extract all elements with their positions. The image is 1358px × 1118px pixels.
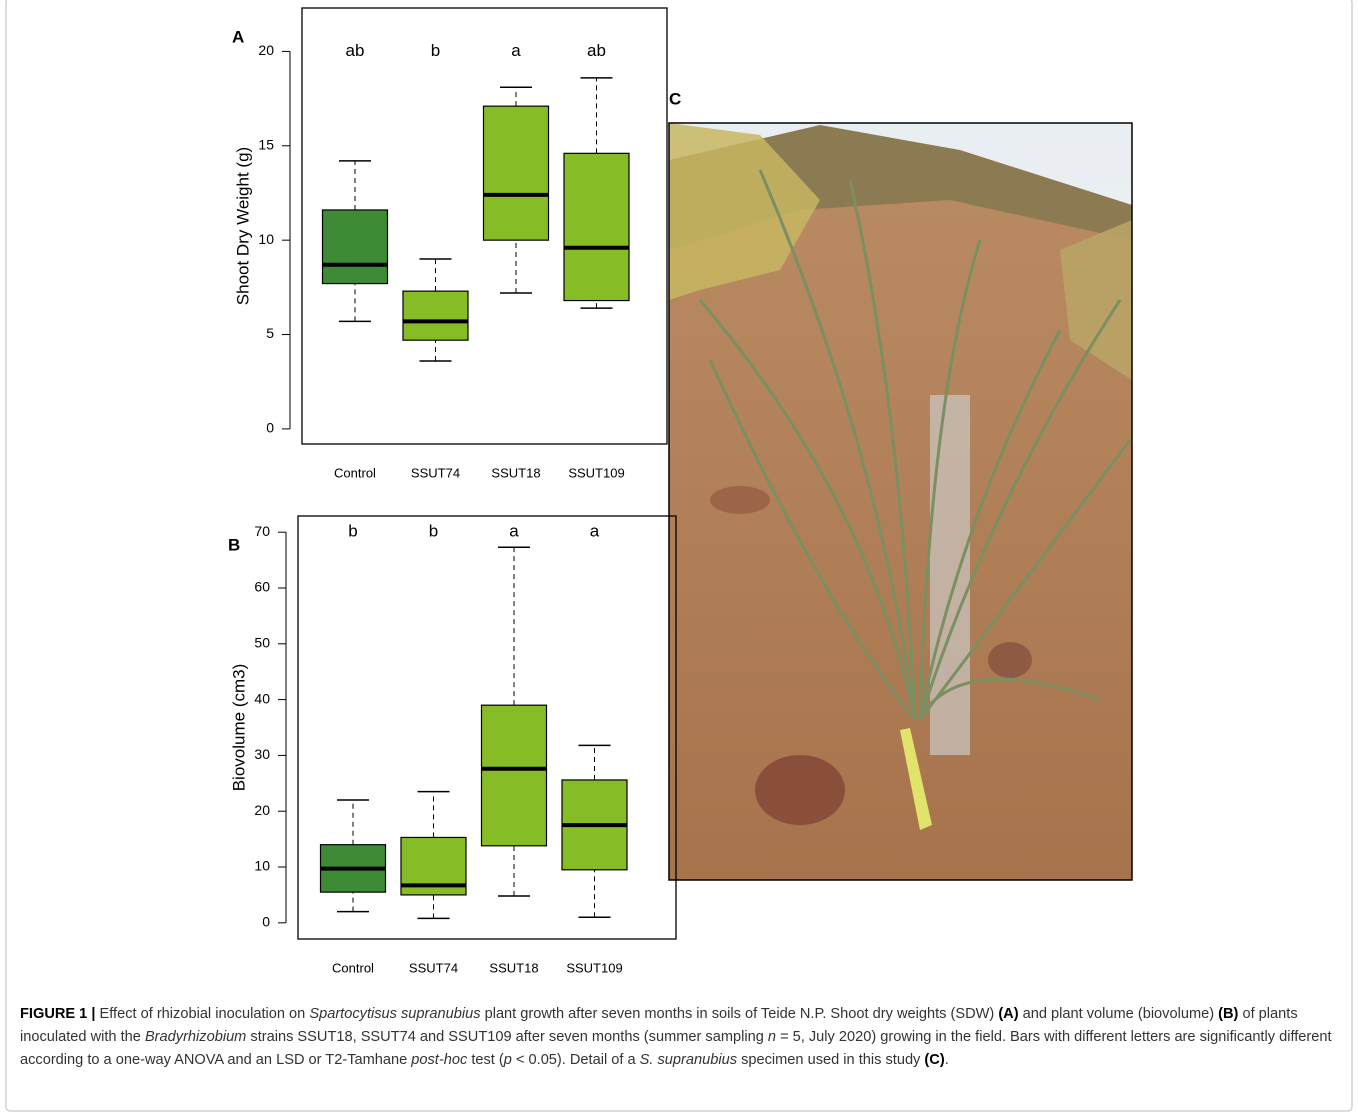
caption-segment: Bradyrhizobium [145, 1029, 246, 1045]
significance-letter: a [590, 522, 600, 541]
y-tick-label: 50 [254, 634, 270, 650]
x-tick-label: SSUT109 [568, 465, 624, 480]
figure: C A05101520Shoot Dry Weight (g)Controlab… [0, 0, 1358, 1118]
significance-letter: b [348, 522, 357, 541]
caption-segment: (A) [998, 1006, 1018, 1022]
significance-letter: b [431, 41, 440, 60]
y-tick-label: 10 [254, 858, 270, 874]
y-tick-label: 0 [266, 420, 274, 436]
caption-segment: and plant volume (biovolume) [1019, 1006, 1219, 1022]
panel-label: C [669, 89, 681, 108]
y-tick-label: 20 [254, 802, 270, 818]
significance-letter: a [509, 522, 519, 541]
box [482, 705, 547, 846]
x-tick-label: SSUT109 [566, 960, 622, 975]
x-tick-label: SSUT18 [489, 960, 538, 975]
y-tick-label: 70 [254, 523, 270, 539]
caption-segment: FIGURE 1 | [20, 1006, 100, 1022]
caption-segment: Spartocytisus supranubius [309, 1006, 480, 1022]
y-tick-label: 0 [262, 914, 270, 930]
y-tick-label: 20 [258, 42, 274, 58]
x-tick-label: SSUT18 [491, 465, 540, 480]
caption-segment: post-hoc [411, 1052, 467, 1068]
significance-letter: b [429, 522, 438, 541]
caption-segment: strains SSUT18, SSUT74 and SSUT109 after… [246, 1029, 768, 1045]
caption-segment: test ( [467, 1052, 504, 1068]
caption-segment: p [504, 1052, 512, 1068]
y-tick-label: 60 [254, 579, 270, 595]
caption-segment: specimen used in this study [737, 1052, 924, 1068]
y-tick-label: 30 [254, 746, 270, 762]
caption: FIGURE 1 | Effect of rhizobial inoculati… [20, 1003, 1340, 1072]
y-tick-label: 15 [258, 136, 274, 152]
significance-letter: ab [346, 41, 365, 60]
significance-letter: ab [587, 41, 606, 60]
caption-segment: < 0.05). Detail of a [512, 1052, 640, 1068]
panel-label: B [228, 535, 240, 554]
y-tick-label: 40 [254, 690, 270, 706]
x-tick-label: Control [334, 465, 376, 480]
x-tick-label: Control [332, 960, 374, 975]
box [564, 153, 629, 300]
significance-letter: a [511, 41, 521, 60]
caption-segment: (C) [924, 1052, 944, 1068]
y-tick-label: 5 [266, 325, 274, 341]
y-axis-label: Shoot Dry Weight (g) [233, 147, 252, 305]
caption-segment: Effect of rhizobial inoculation on [100, 1006, 310, 1022]
box [484, 106, 549, 240]
caption-segment: . [945, 1052, 949, 1068]
caption-segment: n [768, 1029, 776, 1045]
x-tick-label: SSUT74 [409, 960, 458, 975]
box [403, 291, 468, 340]
panel-label: A [232, 27, 244, 46]
caption-segment: plant growth after seven months in soils… [481, 1006, 999, 1022]
caption-segment: S. supranubius [640, 1052, 737, 1068]
box [323, 210, 388, 284]
caption-segment: (B) [1218, 1006, 1238, 1022]
page: C A05101520Shoot Dry Weight (g)Controlab… [0, 0, 1358, 1118]
y-tick-label: 10 [258, 231, 274, 247]
photo [669, 123, 1132, 880]
y-axis-label: Biovolume (cm3) [229, 664, 248, 792]
x-tick-label: SSUT74 [411, 465, 460, 480]
